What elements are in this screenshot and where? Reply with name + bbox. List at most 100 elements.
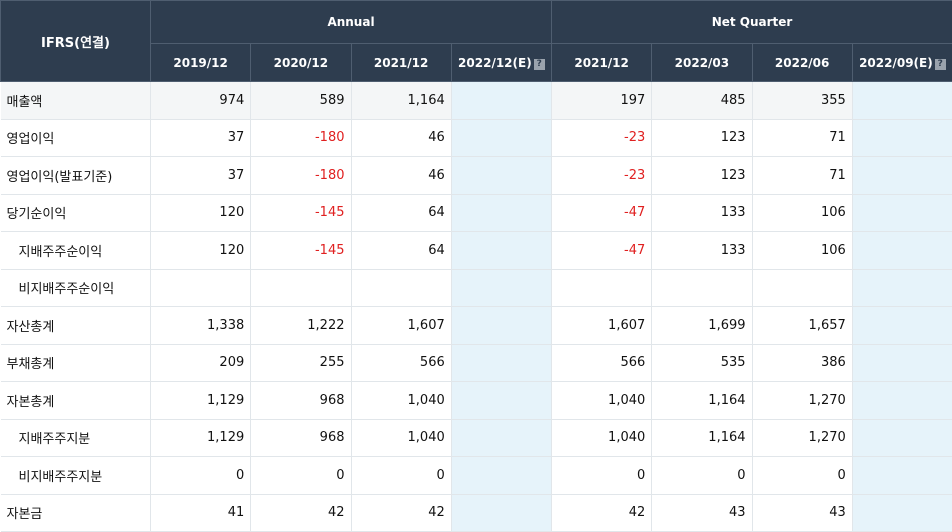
value-cell: [852, 119, 952, 157]
value-cell: [852, 194, 952, 232]
period-header: 2022/03: [652, 44, 752, 82]
value-cell: 41: [151, 494, 251, 532]
value-cell: [451, 232, 551, 270]
value-cell: [852, 419, 952, 457]
value-cell: [451, 382, 551, 420]
value-cell: 1,699: [652, 307, 752, 345]
value-cell: [251, 269, 351, 307]
value-cell: -23: [552, 119, 652, 157]
value-cell: [852, 307, 952, 345]
value-cell: [852, 269, 952, 307]
value-cell: 1,164: [351, 82, 451, 120]
value-cell: 255: [251, 344, 351, 382]
period-header: 2022/06: [752, 44, 852, 82]
row-label: 매출액: [1, 82, 151, 120]
row-label: 영업이익: [1, 119, 151, 157]
value-cell: [451, 307, 551, 345]
value-cell: -47: [552, 194, 652, 232]
value-cell: 46: [351, 119, 451, 157]
value-cell: 197: [552, 82, 652, 120]
period-header: 2019/12: [151, 44, 251, 82]
value-cell: 0: [351, 457, 451, 495]
value-cell: [652, 269, 752, 307]
value-cell: 1,607: [552, 307, 652, 345]
value-cell: 566: [351, 344, 451, 382]
value-cell: 968: [251, 419, 351, 457]
value-cell: 1,164: [652, 419, 752, 457]
row-label: 지배주주지분: [1, 419, 151, 457]
table-header: IFRS(연결) Annual Net Quarter 2019/12 2020…: [1, 1, 952, 82]
value-cell: 43: [652, 494, 752, 532]
value-cell: 1,657: [752, 307, 852, 345]
row-label: 지배주주순이익: [1, 232, 151, 270]
value-cell: [451, 269, 551, 307]
value-cell: 535: [652, 344, 752, 382]
value-cell: 1,129: [151, 382, 251, 420]
value-cell: 1,040: [552, 419, 652, 457]
value-cell: 71: [752, 119, 852, 157]
value-cell: 1,222: [251, 307, 351, 345]
value-cell: 968: [251, 382, 351, 420]
value-cell: 37: [151, 119, 251, 157]
value-cell: 1,270: [752, 419, 852, 457]
period-header: 2021/12: [552, 44, 652, 82]
value-cell: 1,270: [752, 382, 852, 420]
row-label: 비지배주주지분: [1, 457, 151, 495]
value-cell: 64: [351, 194, 451, 232]
value-cell: 1,040: [552, 382, 652, 420]
value-cell: 589: [251, 82, 351, 120]
value-cell: -180: [251, 119, 351, 157]
period-header-estimate: 2022/12(E)?: [451, 44, 551, 82]
question-mark-icon[interactable]: ?: [534, 59, 545, 70]
value-cell: 133: [652, 232, 752, 270]
value-cell: 123: [652, 157, 752, 195]
value-cell: [552, 269, 652, 307]
value-cell: 1,040: [351, 382, 451, 420]
row-label: 영업이익(발표기준): [1, 157, 151, 195]
value-cell: 485: [652, 82, 752, 120]
value-cell: 71: [752, 157, 852, 195]
value-cell: 209: [151, 344, 251, 382]
row-label: 자산총계: [1, 307, 151, 345]
value-cell: [451, 457, 551, 495]
value-cell: [852, 157, 952, 195]
value-cell: [451, 157, 551, 195]
value-cell: [852, 494, 952, 532]
value-cell: [852, 344, 952, 382]
value-cell: [451, 344, 551, 382]
row-label: 자본총계: [1, 382, 151, 420]
group-header-quarter: Net Quarter: [552, 1, 952, 44]
value-cell: 46: [351, 157, 451, 195]
value-cell: [351, 269, 451, 307]
value-cell: 120: [151, 194, 251, 232]
value-cell: -145: [251, 194, 351, 232]
row-label: 비지배주주순이익: [1, 269, 151, 307]
row-label: 부채총계: [1, 344, 151, 382]
value-cell: 0: [552, 457, 652, 495]
value-cell: 1,607: [351, 307, 451, 345]
question-mark-icon[interactable]: ?: [935, 59, 946, 70]
value-cell: [852, 382, 952, 420]
value-cell: 0: [151, 457, 251, 495]
value-cell: 42: [251, 494, 351, 532]
value-cell: 123: [652, 119, 752, 157]
value-cell: 386: [752, 344, 852, 382]
value-cell: 1,164: [652, 382, 752, 420]
row-label: 당기순이익: [1, 194, 151, 232]
value-cell: 1,129: [151, 419, 251, 457]
value-cell: 974: [151, 82, 251, 120]
value-cell: [852, 232, 952, 270]
value-cell: [451, 82, 551, 120]
period-header-estimate: 2022/09(E)?: [852, 44, 952, 82]
value-cell: -180: [251, 157, 351, 195]
